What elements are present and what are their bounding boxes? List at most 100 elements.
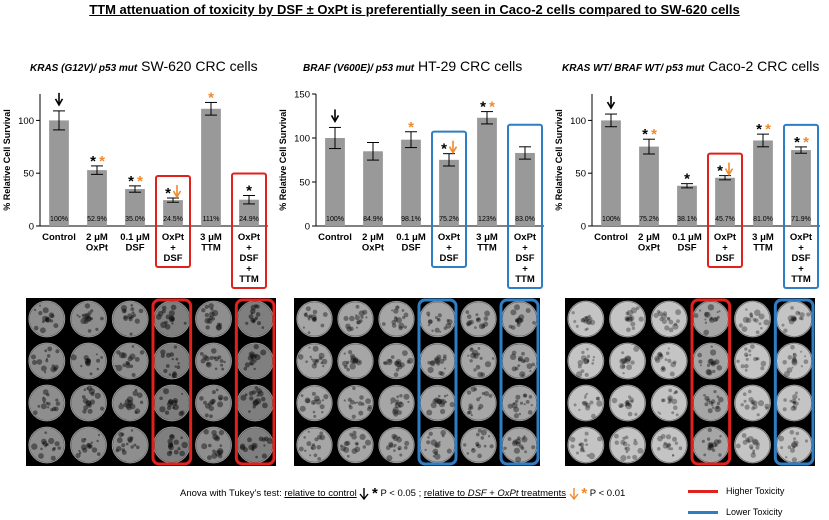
colony-gap (211, 309, 219, 317)
colony-gap (401, 309, 405, 312)
colony-gap (477, 347, 481, 350)
colony-gap (399, 401, 403, 405)
well-body (111, 426, 149, 464)
colony-gap (792, 404, 795, 407)
colony-gap (318, 352, 325, 359)
colony-gap (794, 391, 798, 395)
category-label-3-1: + (446, 243, 452, 254)
colony-gap (745, 437, 750, 442)
colony-gap (660, 366, 666, 372)
legend-lower-toxicity: Lower Toxicity (688, 507, 782, 517)
colony-gap (710, 361, 716, 367)
colony-gap (252, 405, 256, 409)
colony-gap (249, 396, 254, 401)
panel-header-2: BRAF (V600E)/ p53 mut HT-29 CRC cells (303, 58, 522, 74)
colony-gap (217, 322, 220, 326)
well-stain (502, 428, 537, 462)
colony-gap (32, 360, 37, 365)
panel-header-1: KRAS (G12V)/ p53 mut SW-620 CRC cells (30, 58, 258, 74)
colony-gap (307, 315, 311, 319)
colony-gap (783, 398, 787, 402)
well-1-4 (195, 342, 232, 380)
colony-gap (708, 400, 713, 405)
colony-gap (170, 304, 177, 311)
colony-gap (624, 447, 628, 450)
colony-gap (168, 450, 173, 454)
colony-gap (114, 364, 117, 367)
colony-gap (52, 368, 55, 371)
colony-gap (657, 447, 661, 451)
well-0-1 (609, 300, 646, 338)
colony-gap (310, 400, 316, 405)
well-0-2 (378, 300, 415, 338)
colony-gap (578, 443, 581, 446)
value-label-2: 38.1% (677, 216, 697, 223)
colony-gap (748, 389, 752, 394)
colony-gap (622, 361, 626, 365)
colony-gap (216, 324, 222, 330)
colony-gap (760, 366, 765, 371)
colony-gap (304, 449, 307, 452)
colony-gap (45, 359, 49, 363)
well-stain (71, 427, 106, 463)
well-stain (379, 302, 414, 336)
colony-gap (589, 400, 594, 405)
colony-gap (712, 317, 718, 322)
colony-gap (55, 349, 60, 354)
colony-gap (381, 322, 386, 326)
well-stain (502, 344, 537, 378)
colony-gap (584, 431, 589, 436)
colony-gap (708, 444, 715, 451)
colony-gap (735, 443, 741, 449)
colony-gap (510, 353, 517, 360)
bar-5 (791, 150, 811, 226)
well-2-2 (111, 384, 149, 422)
colony-gap (54, 441, 60, 447)
colony-gap (349, 315, 355, 322)
colony-gap (752, 451, 755, 455)
colony-gap (165, 314, 171, 320)
well-1-3 (692, 342, 730, 380)
category-label-4-0: 3 μM (200, 232, 222, 243)
category-label-4-1: TTM (753, 243, 773, 254)
colony-gap (123, 309, 127, 313)
colony-gap (667, 395, 673, 402)
colony-gap (126, 396, 134, 403)
colony-gap (50, 408, 54, 412)
colony-gap (130, 402, 133, 405)
colony-gap (522, 393, 527, 398)
colony-gap (707, 408, 713, 414)
colony-gap (674, 390, 679, 394)
colony-gap (625, 446, 631, 452)
colony-gap (305, 312, 308, 315)
colony-gap (87, 329, 92, 333)
well-stain (502, 386, 537, 420)
colony-gap (343, 441, 349, 447)
colony-gap (667, 443, 671, 447)
colony-gap (121, 352, 127, 359)
y-tick-label-3: 150 (294, 90, 310, 101)
colony-gap (489, 444, 494, 449)
colony-gap (355, 304, 360, 309)
colony-gap (664, 358, 668, 361)
colony-gap (95, 327, 99, 331)
colony-gap (573, 403, 577, 407)
colony-gap (790, 406, 796, 411)
colony-gap (584, 396, 587, 399)
colony-gap (390, 355, 395, 359)
colony-gap (625, 402, 630, 406)
bar-chart-caco2: 0 50 100 % Relative Cell Survival 100% Contro… (554, 94, 820, 290)
colony-gap (172, 371, 177, 376)
colony-gap (174, 365, 177, 368)
colony-gap (85, 358, 92, 365)
colony-gap (393, 308, 399, 314)
black-star-5: * (246, 182, 252, 199)
colony-gap (386, 455, 393, 462)
bar-2 (401, 139, 421, 226)
category-label-0-0: Control (594, 232, 628, 243)
colony-gap (628, 315, 635, 322)
y-axis-label: % Relative Cell Survival (2, 109, 12, 211)
well-2-1 (337, 384, 374, 422)
colony-gap (706, 369, 713, 376)
well-3-2 (650, 426, 688, 464)
